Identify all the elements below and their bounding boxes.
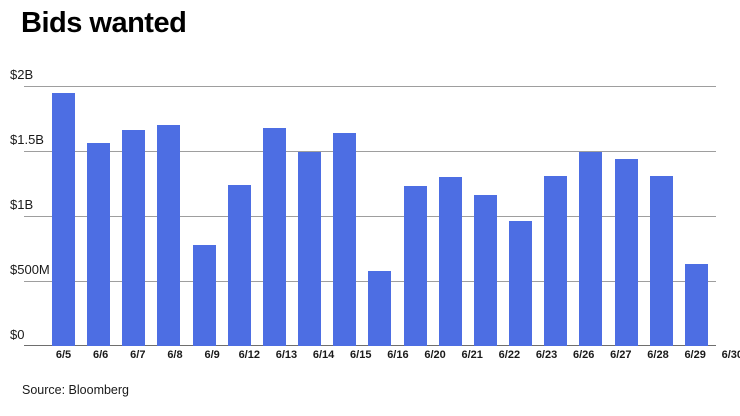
x-axis-labels: 6/5 6/6 6/7 6/8 6/9 6/12 6/13 6/14 6/15 6/16 6/20 6… xyxy=(24,350,740,361)
x-tick-label: 6/26 xyxy=(572,349,595,361)
x-tick-6/29: 6/29 xyxy=(684,350,707,361)
bar-6/26 xyxy=(544,175,568,346)
x-tick-6/28: 6/28 xyxy=(647,350,670,361)
bar-6/28 xyxy=(614,158,638,346)
x-tick-label: 6/23 xyxy=(535,349,558,361)
x-tick-6/21: 6/21 xyxy=(461,350,484,361)
gridline-$2B xyxy=(24,86,716,87)
x-tick-label: 6/14 xyxy=(312,349,335,361)
x-tick-label: 6/9 xyxy=(204,349,220,361)
x-tick-6/9: 6/9 xyxy=(201,350,224,361)
bar-6/9 xyxy=(192,244,216,346)
x-tick-6/15: 6/15 xyxy=(349,350,372,361)
x-tick-6/14: 6/14 xyxy=(312,350,335,361)
bar-6/7 xyxy=(122,130,146,346)
plot-area: $2B $1.5B $1B $500M $0 xyxy=(10,68,716,346)
x-tick-6/12: 6/12 xyxy=(238,350,261,361)
bar-6/21 xyxy=(438,177,462,346)
x-tick-6/20: 6/20 xyxy=(424,350,447,361)
x-tick-label: 6/20 xyxy=(424,349,446,361)
chart-title: Bids wanted xyxy=(21,7,187,39)
x-tick-6/8: 6/8 xyxy=(163,350,186,361)
x-tick-label: 6/15 xyxy=(350,349,372,361)
x-tick-6/7: 6/7 xyxy=(126,350,149,361)
bar-6/13 xyxy=(262,127,286,346)
x-tick-label: 6/28 xyxy=(647,349,669,361)
bars-row xyxy=(24,86,716,346)
y-tick-label: $2B xyxy=(10,67,34,82)
x-tick-label: 6/27 xyxy=(610,349,632,361)
x-tick-6/27: 6/27 xyxy=(609,350,632,361)
y-tick-label: $1.5B xyxy=(10,132,44,147)
x-tick-6/26: 6/26 xyxy=(572,350,595,361)
bar-6/12 xyxy=(227,184,251,346)
x-tick-label: 6/29 xyxy=(684,349,706,361)
x-tick-6/13: 6/13 xyxy=(275,350,298,361)
x-tick-label: 6/8 xyxy=(167,349,183,361)
bar-6/6 xyxy=(87,143,111,346)
source-note: Source: Bloomberg xyxy=(22,383,130,397)
bar-6/14 xyxy=(298,152,322,346)
x-tick-6/22: 6/22 xyxy=(498,350,521,361)
bar-6/22 xyxy=(473,195,497,346)
bar-6/29 xyxy=(649,175,673,346)
y-tick-label: $500M xyxy=(10,262,50,277)
x-tick-label: 6/16 xyxy=(387,349,409,361)
bar-6/27 xyxy=(579,152,603,346)
x-tick-label: 6/21 xyxy=(461,349,483,361)
x-tick-6/6: 6/6 xyxy=(89,350,112,361)
bar-6/30 xyxy=(684,264,708,346)
bar-6/23 xyxy=(509,221,533,346)
bar-6/20 xyxy=(403,186,427,346)
x-tick-label: 6/6 xyxy=(93,349,109,361)
x-tick-6/30: 6/30 xyxy=(721,350,740,361)
x-tick-6/5: 6/5 xyxy=(52,350,75,361)
x-tick-label: 6/5 xyxy=(55,349,72,361)
x-tick-label: 6/13 xyxy=(275,349,298,361)
y-tick-label: $0 xyxy=(10,327,25,342)
gridline-$1.5B xyxy=(24,151,716,152)
x-tick-6/16: 6/16 xyxy=(386,350,409,361)
x-tick-6/23: 6/23 xyxy=(535,350,558,361)
bar-6/16 xyxy=(368,270,392,346)
x-tick-label: 6/22 xyxy=(498,349,521,361)
x-tick-label: 6/12 xyxy=(238,349,260,361)
x-tick-label: 6/30 xyxy=(721,349,740,361)
gridline-$1B xyxy=(24,216,716,217)
bar-6/15 xyxy=(333,132,357,346)
y-tick-label: $1B xyxy=(10,197,34,212)
x-tick-label: 6/7 xyxy=(130,349,146,361)
bar-6/8 xyxy=(157,125,181,346)
bar-6/5 xyxy=(52,92,75,346)
